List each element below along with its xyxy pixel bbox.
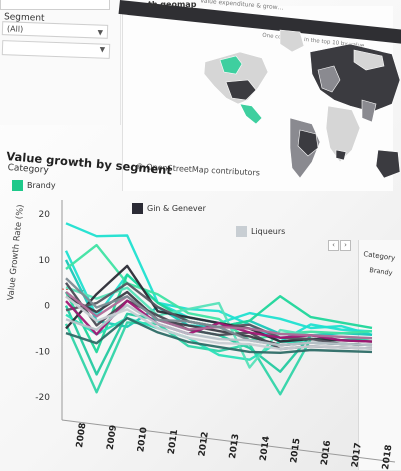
legend-item-gin-genever[interactable]: Gin & Genever <box>132 203 206 214</box>
legend-label: Gin & Genever <box>147 204 206 213</box>
world-map[interactable] <box>0 0 401 200</box>
prev-page-button[interactable]: ‹ <box>328 240 339 251</box>
map-region-greenland[interactable] <box>279 29 305 53</box>
y-tick-label: 20 <box>39 210 51 220</box>
x-tick-label: 2016 <box>320 440 333 466</box>
legend-label: Brandy <box>27 181 56 190</box>
map-region-central-america[interactable] <box>239 103 263 125</box>
map-region-russia-highlight[interactable] <box>353 49 385 71</box>
series-line[interactable] <box>65 316 373 354</box>
x-tick-label: 2008 <box>75 422 88 448</box>
filter-dropdown-top[interactable] <box>0 0 110 10</box>
y-tick-label: -20 <box>35 393 50 403</box>
series-line[interactable] <box>65 295 373 351</box>
chart-pager: ‹ › <box>328 240 352 251</box>
legend-item-liqueurs[interactable]: Liqueurs <box>236 226 285 237</box>
x-tick-label: 2017 <box>350 442 363 468</box>
category-side-panel <box>358 240 401 470</box>
x-tick-label: 2011 <box>167 429 180 455</box>
map-region-africa[interactable] <box>325 105 361 163</box>
x-tick-label: 2015 <box>289 438 302 464</box>
x-tick-label: 2009 <box>106 424 119 450</box>
legend-label: Liqueurs <box>251 227 286 236</box>
x-axis-line <box>61 419 396 463</box>
map-region-usa[interactable] <box>225 79 257 101</box>
legend-swatch <box>236 226 247 237</box>
x-tick-label: 2013 <box>228 433 241 459</box>
x-tick-label: 2012 <box>197 431 210 457</box>
filter-panel: Segment (All) ▼ ▼ <box>0 0 121 125</box>
map-region-europe[interactable] <box>317 65 341 93</box>
x-tick-label: 2018 <box>381 444 394 470</box>
series-line[interactable] <box>65 243 373 342</box>
next-page-button[interactable]: › <box>340 240 351 251</box>
y-tick-label: -10 <box>35 347 50 357</box>
x-tick-label: 2014 <box>259 435 272 461</box>
map-region-brazil[interactable] <box>297 129 319 157</box>
legend-swatch <box>12 180 23 191</box>
x-tick-label: 2010 <box>136 427 149 453</box>
map-region-australia[interactable] <box>375 149 401 179</box>
y-tick-label: 10 <box>39 256 51 266</box>
map-region-canada-highlight[interactable] <box>219 55 243 75</box>
legend-swatch <box>132 203 143 214</box>
map-title: th geomap <box>148 0 197 9</box>
map-region-india[interactable] <box>361 99 377 123</box>
legend-item-brandy[interactable]: Brandy <box>12 180 56 191</box>
y-tick-label: 0 <box>44 302 50 312</box>
map-region-south-africa[interactable] <box>335 149 347 161</box>
